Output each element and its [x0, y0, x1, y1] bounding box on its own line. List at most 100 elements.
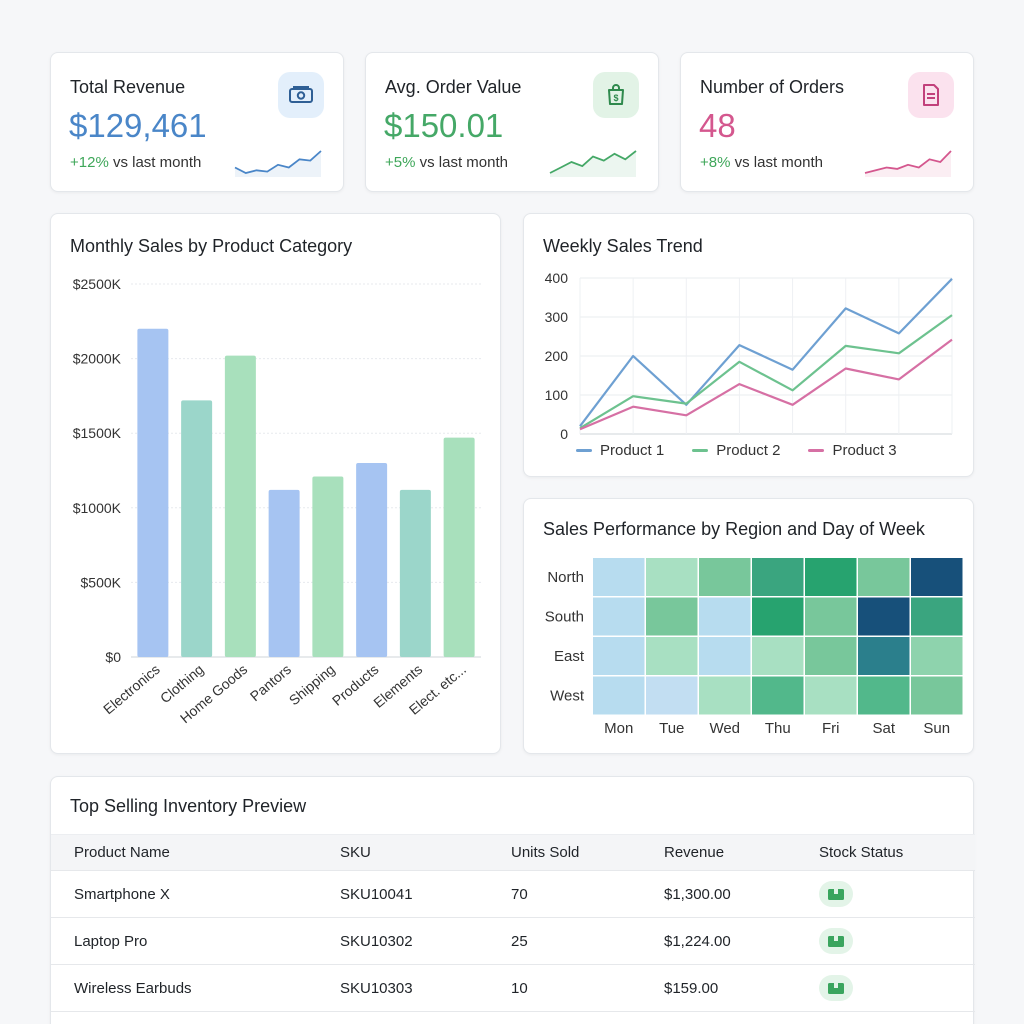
cash-icon — [278, 72, 324, 118]
heatmap-cell[interactable] — [858, 597, 910, 636]
bar[interactable] — [137, 328, 169, 657]
legend-swatch — [576, 449, 592, 452]
table-row[interactable]: Smartphone X SKU10041 70 $1,300.00 — [51, 871, 975, 918]
cell-sku: SKU10303 — [340, 979, 413, 997]
in-stock-box-icon — [819, 975, 853, 1001]
heatmap-cell[interactable] — [805, 558, 857, 596]
heatmap-panel: Sales Performance by Region and Day of W… — [523, 498, 974, 754]
bar-chart: $0 $500K $1000K $1500K $2000K $2500K Electroni… — [73, 276, 481, 726]
kpi-sparkline — [234, 150, 322, 177]
heatmap-cell[interactable] — [805, 597, 857, 636]
heatmap-cell[interactable] — [593, 637, 645, 675]
legend-item-product-3[interactable]: Product 3 — [808, 442, 897, 459]
y-tick-label: 300 — [545, 309, 569, 325]
heatmap-cell[interactable] — [805, 637, 857, 675]
legend-label: Product 2 — [716, 442, 781, 459]
kpi-sparkline — [864, 150, 952, 177]
kpi-change-text: vs last month — [108, 154, 202, 171]
series-line[interactable] — [579, 278, 953, 427]
bar[interactable] — [181, 400, 213, 657]
bar[interactable] — [312, 476, 344, 657]
kpi-change: +5% vs last month — [385, 154, 508, 171]
heatmap-cell[interactable] — [858, 637, 910, 675]
heatmap-cell[interactable] — [646, 597, 698, 636]
kpi-card-avg-order-value: Avg. Order Value $150.01 +5% vs last mon… — [365, 52, 659, 192]
heatmap-cell[interactable] — [593, 597, 645, 636]
panel-title: Monthly Sales by Product Category — [70, 236, 353, 256]
panel-title: Weekly Sales Trend — [543, 236, 703, 256]
heatmap-cell[interactable] — [593, 558, 645, 596]
kpi-sparkline — [549, 150, 637, 177]
series-line[interactable] — [579, 314, 953, 430]
kpi-value: 48 — [699, 107, 736, 144]
cell-sku: SKU10302 — [340, 932, 413, 950]
column-header-sku[interactable]: SKU — [340, 844, 371, 861]
column-label: Tue — [659, 720, 684, 737]
chart-legend: Product 1 Product 2 Product 3 — [576, 442, 897, 459]
bar[interactable] — [399, 489, 431, 657]
heatmap-cell[interactable] — [646, 676, 698, 715]
bar[interactable] — [443, 437, 475, 657]
table-header-row: Product Name SKU Units Sold Revenue Stoc… — [51, 834, 975, 871]
column-header-stock-status[interactable]: Stock Status — [819, 844, 904, 861]
inventory-table-panel: Top Selling Inventory Preview Product Na… — [50, 776, 975, 1024]
kpi-change-text: vs last month — [730, 154, 823, 171]
bar-chart-panel: Monthly Sales by Product Category $0 $500… — [50, 213, 501, 754]
heatmap-cell[interactable] — [911, 637, 963, 675]
heatmap-cell[interactable] — [699, 676, 751, 715]
table-row[interactable]: Laptop Pro SKU10302 25 $1,224.00 — [51, 918, 975, 965]
row-label: North — [547, 569, 584, 586]
column-header-product-name[interactable]: Product Name — [74, 844, 170, 861]
heatmap-cell[interactable] — [752, 637, 804, 675]
heatmap-cell[interactable] — [858, 558, 910, 596]
cell-sku: SKU10041 — [340, 885, 413, 903]
in-stock-box-icon — [819, 881, 853, 907]
legend-item-product-2[interactable]: Product 2 — [692, 442, 780, 459]
heatmap-cell[interactable] — [699, 597, 751, 636]
heatmap-cell[interactable] — [858, 676, 910, 715]
y-tick-label: $500K — [81, 574, 122, 590]
column-label: Sun — [923, 720, 950, 737]
kpi-title: Total Revenue — [70, 77, 186, 97]
kpi-value: $150.01 — [384, 107, 504, 144]
heatmap-cell[interactable] — [752, 597, 804, 636]
heatmap-cell[interactable] — [646, 637, 698, 675]
y-tick-label: 100 — [545, 387, 569, 403]
y-tick-label: 200 — [545, 348, 569, 364]
kpi-change-pct: +12% — [70, 154, 109, 171]
svg-text:$: $ — [613, 93, 618, 103]
column-label: Mon — [604, 720, 633, 737]
heatmap-cell[interactable] — [699, 558, 751, 596]
heatmap-cell[interactable] — [699, 637, 751, 675]
heatmap-chart: North South East West Mon Tue Wed Thu Fri Sat Sun — [545, 558, 963, 737]
sparkline-line — [549, 150, 637, 174]
column-label: Fri — [822, 720, 840, 737]
shopping-bag-dollar-icon: $ — [593, 72, 639, 118]
kpi-card-number-of-orders: Number of Orders 48 +8% vs last month — [680, 52, 974, 192]
heatmap-cell[interactable] — [911, 558, 963, 596]
cell-revenue: $159.00 — [664, 979, 719, 997]
bar[interactable] — [224, 355, 256, 657]
heatmap-cell[interactable] — [805, 676, 857, 715]
heatmap-cell[interactable] — [911, 597, 963, 636]
table-row[interactable]: Wireless Earbuds SKU10303 10 $159.00 — [51, 965, 975, 1012]
legend-item-product-1[interactable]: Product 1 — [576, 442, 664, 459]
heatmap-cell[interactable] — [593, 676, 645, 715]
heatmap-cell[interactable] — [646, 558, 698, 596]
row-label: West — [550, 688, 585, 705]
heatmap-cell[interactable] — [911, 676, 963, 715]
cell-revenue: $1,300.00 — [664, 885, 731, 903]
heatmap-cell[interactable] — [752, 676, 804, 715]
kpi-value: $129,461 — [69, 107, 207, 144]
bar[interactable] — [268, 489, 300, 657]
y-tick-label: $2000K — [73, 351, 122, 367]
cell-product-name: Smartphone X — [74, 885, 170, 903]
cell-product-name: Laptop Pro — [74, 932, 148, 950]
column-header-revenue[interactable]: Revenue — [664, 844, 725, 861]
cell-product-name: Wireless Earbuds — [74, 979, 192, 997]
heatmap-cell[interactable] — [752, 558, 804, 596]
column-header-units-sold[interactable]: Units Sold — [511, 844, 580, 861]
series-line[interactable] — [579, 338, 953, 431]
bar[interactable] — [356, 463, 388, 657]
column-label: Thu — [765, 720, 791, 737]
